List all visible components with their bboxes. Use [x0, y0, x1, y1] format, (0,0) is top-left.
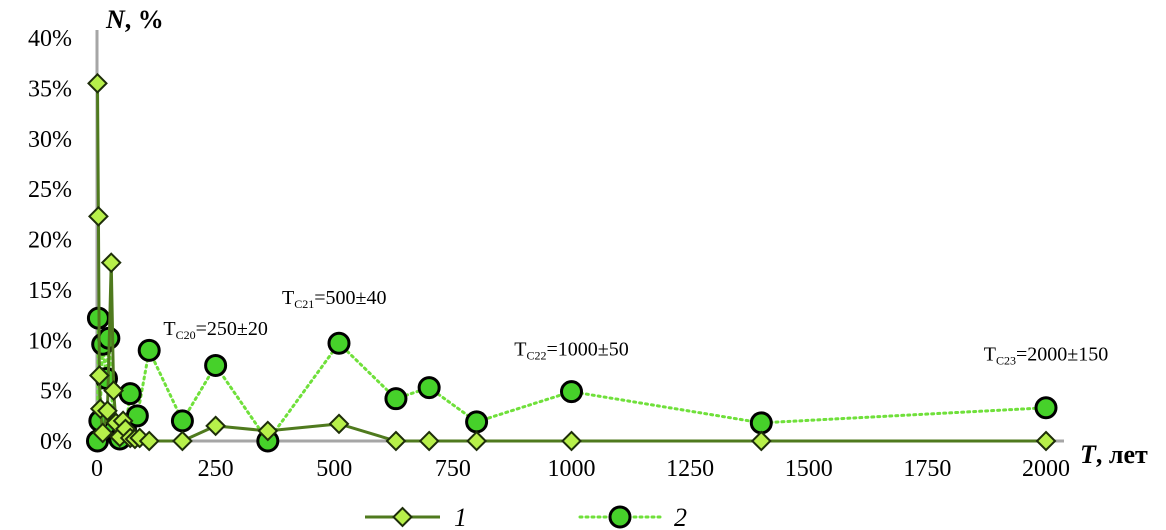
x-axis-title: T, лет	[1080, 440, 1148, 469]
y-tick-labels: 0% 5% 10% 15% 20% 25% 30% 35% 40%	[28, 26, 72, 455]
series-1-point	[103, 380, 125, 402]
y-axis-title: N, %	[105, 5, 164, 34]
y-tick-label: 30%	[28, 127, 72, 153]
x-tick-label: 750	[435, 456, 471, 482]
series-1	[87, 72, 1057, 452]
legend-item-1: 1	[365, 503, 467, 530]
annotation: TC22=1000±50	[514, 338, 629, 362]
series-2-point	[118, 382, 142, 406]
series-1-point	[328, 413, 350, 435]
series-2-point	[417, 376, 441, 400]
series-1-point	[257, 420, 279, 442]
x-tick-label: 1250	[666, 456, 714, 482]
x-axis-title-unit: , лет	[1096, 440, 1148, 469]
series-1-point	[561, 430, 582, 452]
legend-item-2: 2	[578, 503, 687, 530]
axes	[95, 30, 1064, 443]
series-1-point	[100, 252, 122, 274]
series-1-point	[385, 430, 407, 452]
series-1-point	[171, 430, 193, 452]
series-2-point	[1034, 396, 1058, 420]
series-2-point	[560, 380, 583, 404]
series-1-point	[418, 430, 440, 452]
y-axis-title-unit: , %	[125, 5, 164, 34]
series-2-point	[170, 409, 194, 433]
series-1-point	[205, 415, 227, 437]
series-1-point	[87, 72, 108, 94]
series-2-point	[327, 331, 351, 355]
x-tick-label: 1750	[903, 456, 951, 482]
series-1-point	[92, 422, 114, 444]
y-tick-label: 0%	[40, 429, 72, 455]
series-2-point	[204, 353, 228, 377]
x-tick-label: 0	[91, 456, 103, 482]
legend-label: 1	[454, 503, 467, 530]
annotation: TC20=250±20	[163, 318, 268, 342]
annotation: TC23=2000±150	[984, 343, 1109, 367]
annotation: TC21=500±40	[282, 287, 387, 311]
y-tick-label: 10%	[28, 328, 72, 354]
series-1-point	[88, 205, 109, 227]
x-tick-label: 250	[198, 456, 234, 482]
x-tick-label: 1000	[548, 456, 596, 482]
series-1-point	[138, 430, 160, 452]
y-axis-title-var: N	[105, 5, 126, 34]
annotations: TC20=250±20 TC21=500±40 TC22=1000±50 TC23=2…	[163, 287, 1108, 367]
series-1-point	[466, 430, 488, 452]
series-1-point	[750, 430, 772, 452]
series-2-point	[465, 410, 489, 434]
x-tick-label: 1500	[785, 456, 833, 482]
series-2-line	[95, 318, 1048, 444]
legend-label: 2	[674, 503, 687, 530]
legend-marker	[392, 506, 413, 528]
series-layer	[85, 72, 1058, 453]
x-tick-label: 2000	[1022, 456, 1070, 482]
series-2-point	[137, 338, 161, 362]
legend-marker	[608, 505, 632, 529]
y-tick-label: 25%	[28, 177, 72, 203]
x-tick-label: 500	[316, 456, 352, 482]
x-axis-title-var: T	[1080, 440, 1097, 469]
series-2-point	[749, 411, 773, 435]
series-1-point	[1035, 430, 1057, 452]
series-2-point	[384, 387, 408, 411]
y-tick-label: 35%	[28, 76, 72, 102]
x-tick-labels: 0 250 500 750 1000 1250 1500 1750 2000	[91, 456, 1070, 482]
y-tick-label: 40%	[28, 26, 72, 52]
y-tick-label: 5%	[40, 379, 72, 405]
y-tick-label: 20%	[28, 228, 72, 254]
series-1-point	[97, 400, 118, 422]
series-1-point	[88, 365, 110, 386]
y-tick-label: 15%	[28, 278, 72, 304]
